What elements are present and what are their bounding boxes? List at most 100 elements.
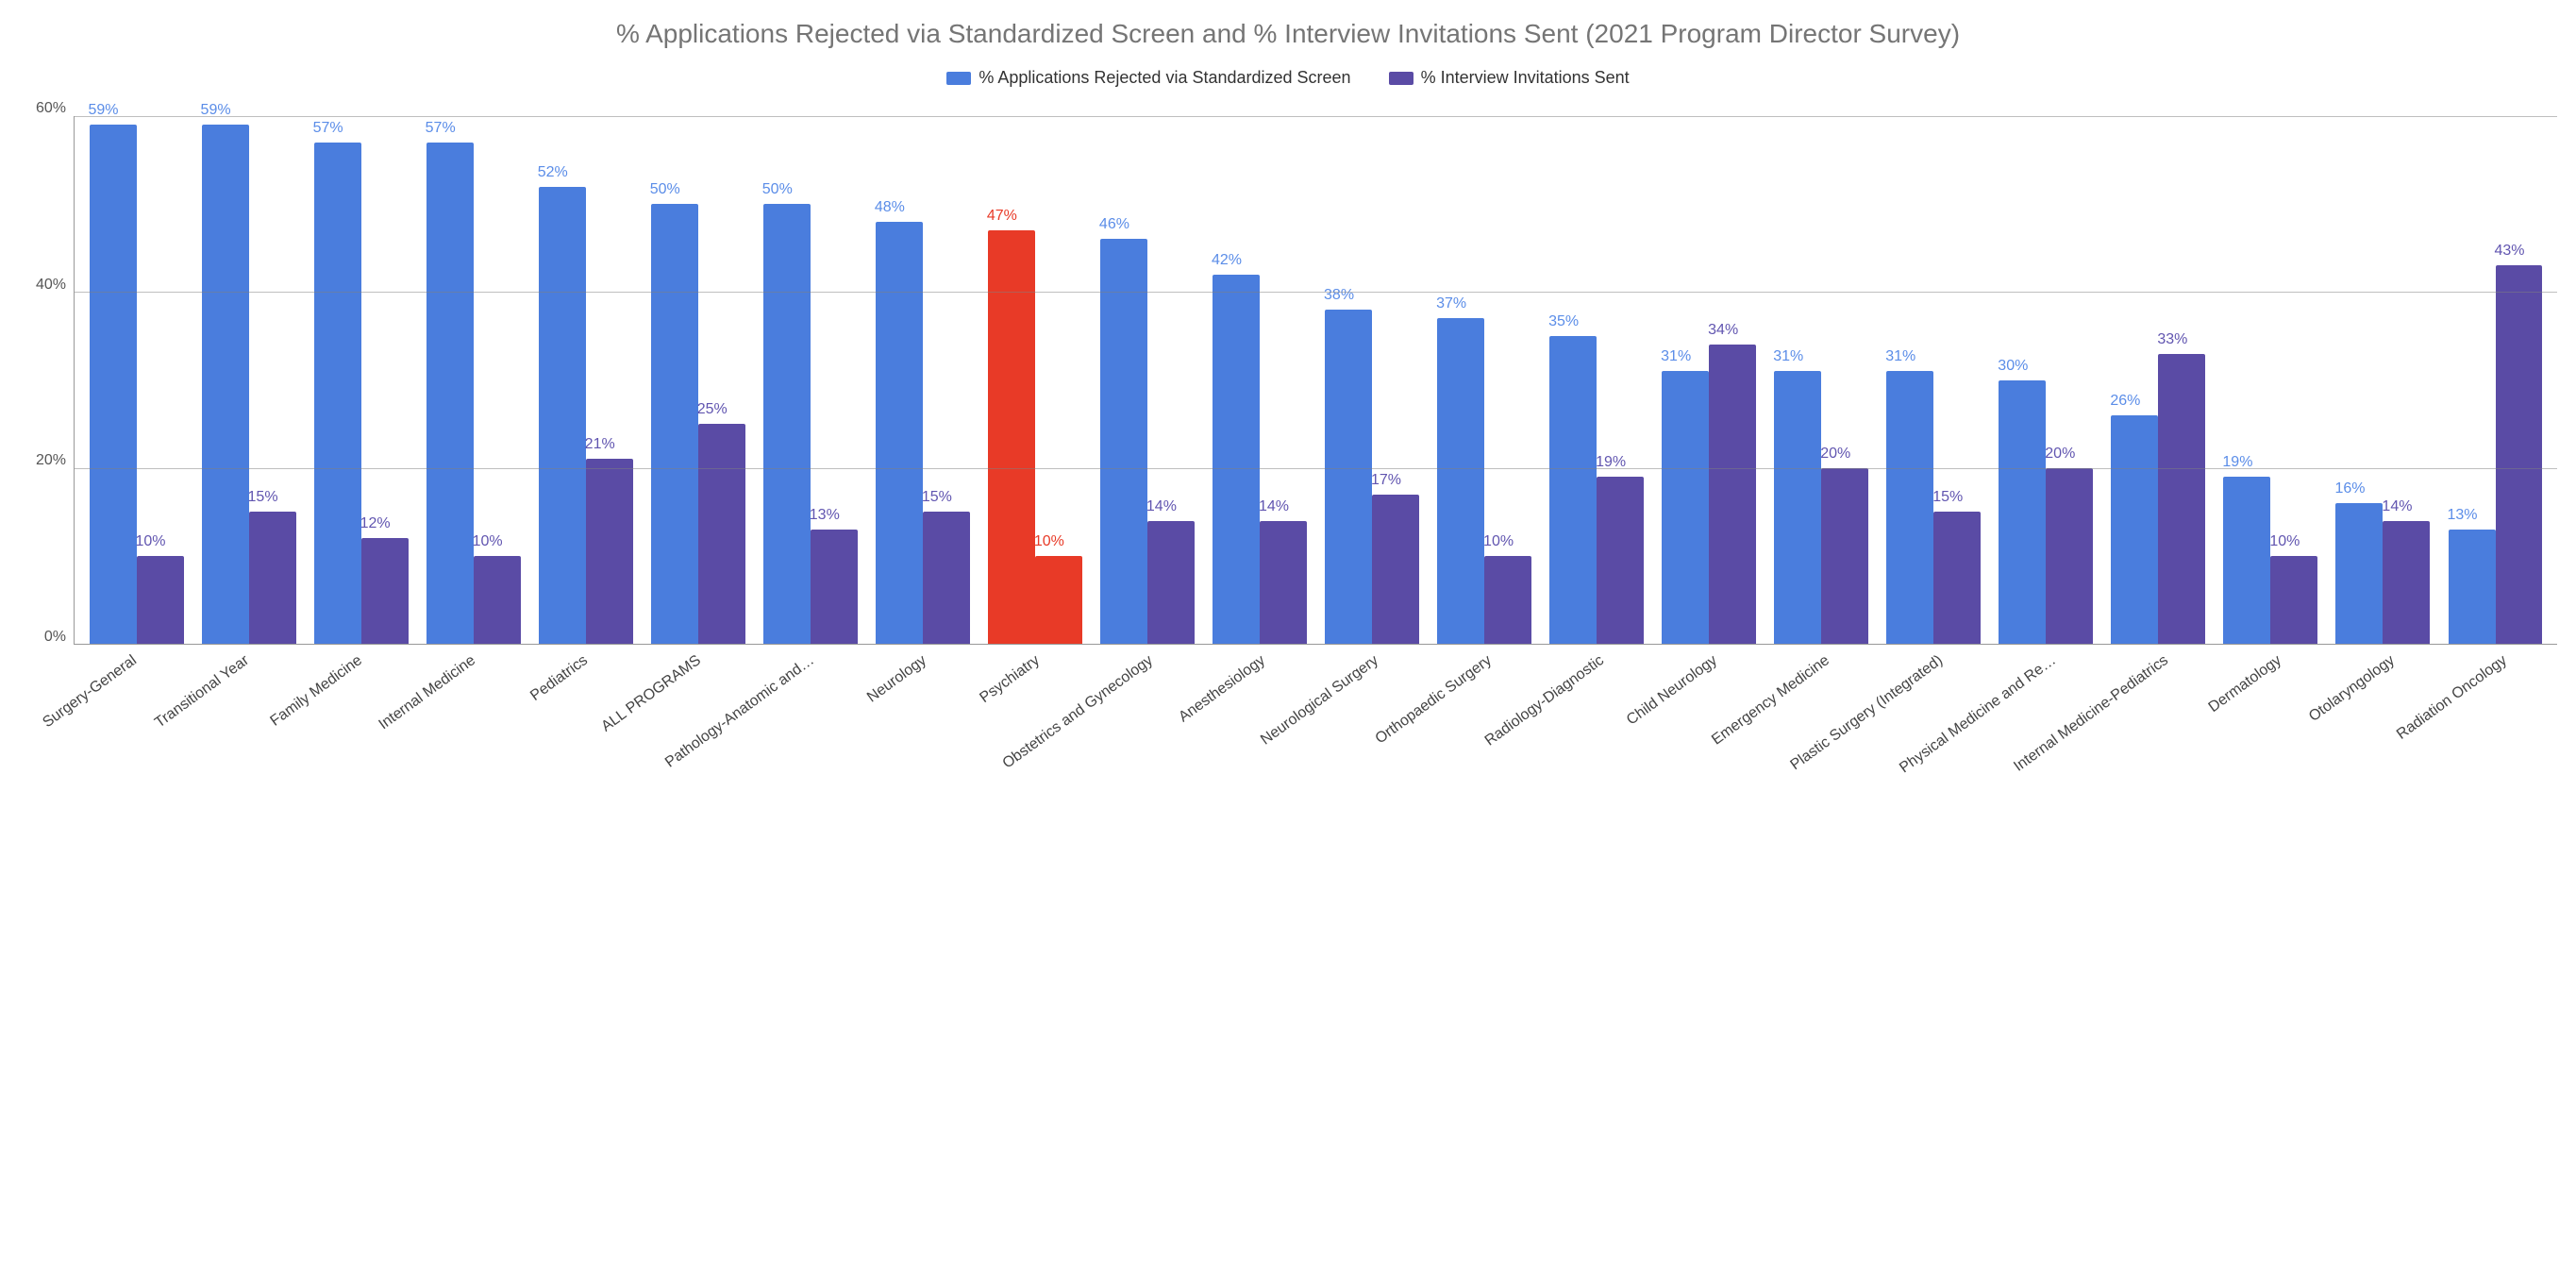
legend-item-invites: % Interview Invitations Sent — [1389, 68, 1630, 88]
bar-value-label: 47% — [987, 208, 1017, 230]
bar-rejected: 52% — [539, 187, 586, 644]
bar-value-label: 15% — [1932, 489, 1963, 512]
bar-group: 59%15% — [192, 116, 305, 644]
bar-rejected: 57% — [314, 143, 361, 644]
x-label-wrap: Internal Medicine-Pediatrics — [2106, 652, 2219, 822]
bar-rejected: 16% — [2335, 503, 2383, 644]
bar-group: 30%20% — [1990, 116, 2102, 644]
bar-value-label: 14% — [2382, 498, 2412, 521]
bar-invites: 21% — [586, 459, 633, 644]
bar-group: 57% 10% — [417, 116, 529, 644]
x-label-wrap: Internal Medicine — [412, 652, 526, 822]
bar-value-label: 57% — [426, 120, 456, 143]
chart-title: % Applications Rejected via Standardized… — [19, 19, 2557, 49]
bar-value-label: 31% — [1661, 348, 1691, 371]
bar-invites: 20% — [2046, 468, 2093, 644]
bar-rejected: 31% — [1662, 371, 1709, 644]
legend-label-invites: % Interview Invitations Sent — [1421, 68, 1630, 88]
bar-rejected: 38% — [1325, 310, 1372, 644]
bar-rejected: 26% — [2111, 415, 2158, 644]
bar-group: 42%14% — [1203, 116, 1315, 644]
bar-invites: 33% — [2158, 354, 2205, 644]
bar-invites: 25% — [698, 424, 745, 644]
bar-invites: 15% — [923, 512, 970, 644]
chart-legend: % Applications Rejected via Standardized… — [19, 68, 2557, 88]
bar-value-label: 59% — [201, 102, 231, 125]
x-category-label: Pediatrics — [528, 652, 592, 705]
bar-value-label: 50% — [762, 181, 793, 204]
bar-value-label: 46% — [1099, 216, 1129, 239]
bar-invites: 43% — [2496, 265, 2543, 644]
bar-value-label: 43% — [2494, 243, 2524, 265]
x-label-wrap: Radiation Oncology — [2444, 652, 2557, 822]
bar-value-label: 21% — [585, 436, 615, 459]
bar-value-label: 25% — [697, 401, 728, 424]
bar-group: 26%33% — [2102, 116, 2215, 644]
bar-value-label: 57% — [313, 120, 343, 143]
bar-group: 59%10% — [80, 116, 192, 644]
bar-value-label: 34% — [1708, 322, 1738, 345]
x-label-wrap: Pathology-Anatomic and… — [751, 652, 864, 822]
bar-rejected: 31% — [1886, 371, 1933, 644]
bar-rejected: 31% — [1774, 371, 1821, 644]
bar-invites: 14% — [1260, 521, 1307, 644]
x-label-wrap: Neurological Surgery — [1315, 652, 1429, 822]
bar-group: 13%43% — [2439, 116, 2551, 644]
bar-invites: 13% — [811, 530, 858, 644]
bar-group: 57%12% — [305, 116, 417, 644]
bar-group: 31%20% — [1765, 116, 1878, 644]
bar-invites: 10% — [2270, 556, 2317, 644]
bar-rejected: 59% — [202, 125, 249, 644]
bar-invites: 15% — [1933, 512, 1981, 644]
bar-rejected: 50% — [763, 204, 811, 644]
y-axis: 60%40%20%0% — [19, 116, 66, 645]
bar-invites: 12% — [361, 538, 409, 644]
x-label-wrap: Family Medicine — [299, 652, 412, 822]
bar-group: 31%15% — [1878, 116, 1990, 644]
bar-value-label: 19% — [2222, 454, 2252, 477]
bar-rejected: 30% — [1999, 380, 2046, 645]
bar-value-label: 15% — [922, 489, 952, 512]
bar-value-label: 10% — [135, 533, 165, 556]
bar-value-label: 20% — [1820, 446, 1850, 468]
bars-area: 59%10%59%15%57%12%57%10%52%21%50%25%50%1… — [75, 116, 2557, 644]
bar-rejected: 35% — [1549, 336, 1597, 644]
bar-rejected: 59% — [90, 125, 137, 644]
bar-group: 52%21% — [529, 116, 642, 644]
bar-value-label: 10% — [1483, 533, 1514, 556]
bar-value-label: 20% — [2045, 446, 2075, 468]
bar-rejected: 46% — [1100, 239, 1147, 644]
bar-value-label: 10% — [1034, 533, 1064, 556]
bar-invites: 19% — [1597, 477, 1644, 644]
bar-value-label: 10% — [473, 533, 503, 556]
plot-wrap: 60%40%20%0% 59%10%59%15%57%12%57%10%52%2… — [19, 116, 2557, 645]
bar-value-label: 59% — [89, 102, 119, 125]
bar-value-label: 12% — [360, 515, 391, 538]
bar-group: 35%19% — [1541, 116, 1653, 644]
bar-value-label: 10% — [2269, 533, 2300, 556]
bar-invites: 10% — [1484, 556, 1531, 644]
gridline — [75, 292, 2557, 293]
bar-group: 16%14% — [2327, 116, 2439, 644]
bar-value-label: 16% — [2334, 480, 2365, 503]
bar-value-label: 37% — [1436, 295, 1466, 318]
x-label-wrap: Otolaryngology — [2332, 652, 2445, 822]
x-label-wrap: Transitional Year — [187, 652, 300, 822]
bar-group: 48%15% — [866, 116, 979, 644]
bar-rejected: 42% — [1213, 275, 1260, 644]
bar-rejected: 48% — [876, 222, 923, 644]
x-category-label: Neurology — [864, 652, 930, 706]
bar-value-label: 33% — [2157, 331, 2187, 354]
bar-value-label: 13% — [810, 507, 840, 530]
bar-group: 31% 34% — [1653, 116, 1765, 644]
x-label-wrap: Radiology-Diagnostic — [1541, 652, 1654, 822]
bar-value-label: 48% — [875, 199, 905, 222]
bar-value-label: 15% — [248, 489, 278, 512]
bar-group: 38%17% — [1316, 116, 1429, 644]
bar-value-label: 31% — [1773, 348, 1803, 371]
bar-value-label: 19% — [1596, 454, 1626, 477]
bar-group: 50%13% — [754, 116, 866, 644]
x-label-wrap: Dermatology — [2218, 652, 2332, 822]
bar-invites: 20% — [1821, 468, 1868, 644]
bar-rejected: 19% — [2223, 477, 2270, 644]
